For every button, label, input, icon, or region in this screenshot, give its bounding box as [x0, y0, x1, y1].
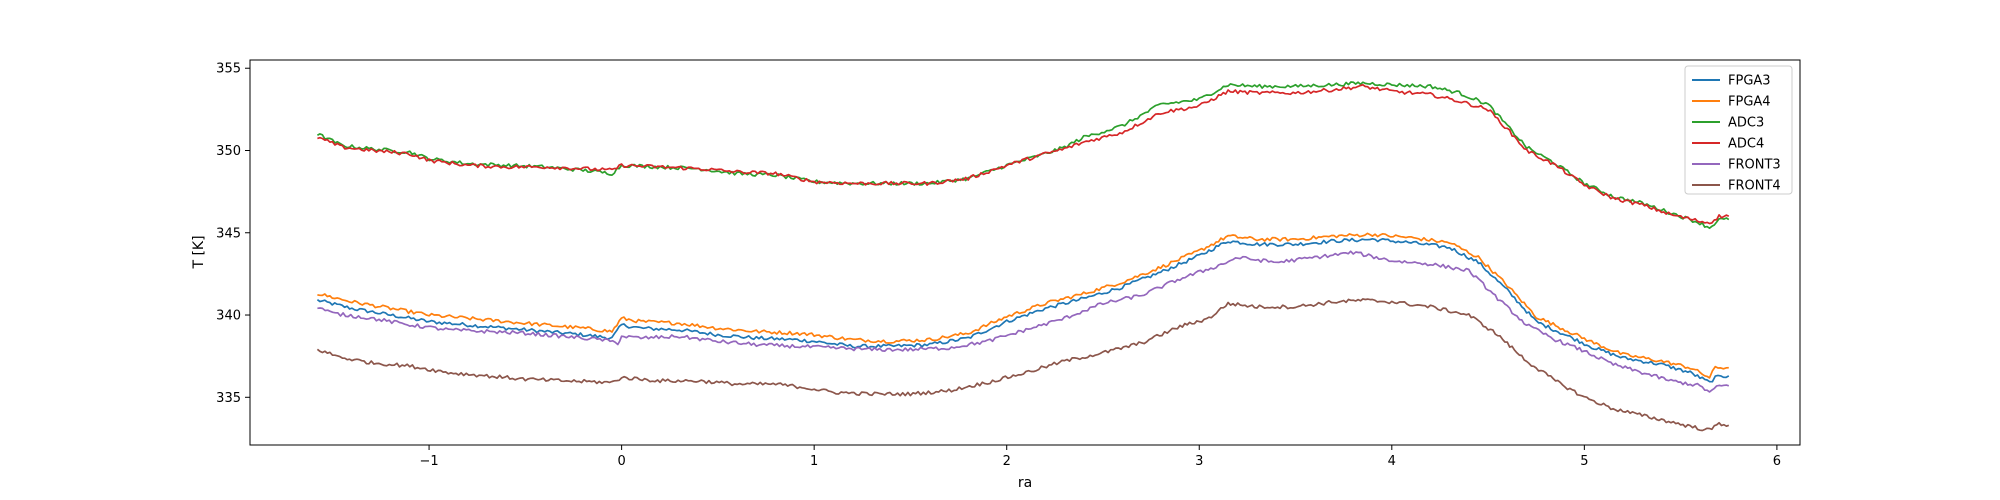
series-line-fpga3	[316, 237, 1730, 383]
y-tick-label: 335	[216, 391, 241, 406]
legend-label: ADC3	[1728, 116, 1764, 131]
x-tick-label: 1	[810, 454, 818, 469]
x-tick-label: 2	[1003, 454, 1011, 469]
legend-label: ADC4	[1728, 137, 1764, 152]
legend-label: FPGA3	[1728, 74, 1771, 89]
y-axis: 335 340 345 350 355	[216, 62, 250, 406]
y-tick-label: 340	[216, 309, 241, 324]
plot-frame	[249, 59, 1801, 446]
x-axis-label: ra	[1018, 475, 1032, 491]
y-tick-label: 355	[216, 62, 241, 77]
x-tick-label: 0	[617, 454, 625, 469]
legend-frame	[1684, 65, 1793, 195]
series-line-fpga4	[317, 232, 1729, 379]
x-tick-label: 5	[1580, 454, 1588, 469]
legend-label: FRONT4	[1728, 179, 1781, 194]
x-axis: −1 0 1 2 3 4 5 6	[419, 445, 1781, 469]
series-line-front4	[316, 298, 1730, 432]
x-tick-label: −1	[419, 454, 438, 469]
series-line-adc4	[317, 83, 1730, 225]
legend-label: FPGA4	[1728, 95, 1771, 110]
y-tick-label: 345	[216, 226, 241, 241]
x-tick-label: 4	[1388, 454, 1396, 469]
series-line-front3	[317, 250, 1730, 393]
legend-label: FRONT3	[1728, 158, 1781, 173]
y-axis-label: T [K]	[191, 235, 207, 269]
series-layer	[316, 81, 1730, 432]
plot-background	[250, 60, 1800, 445]
y-tick-label: 350	[216, 144, 241, 159]
legend: FPGA3 FPGA4 ADC3 ADC4 FRONT3 FRONT4	[1684, 65, 1793, 195]
x-tick-label: 6	[1773, 454, 1781, 469]
x-tick-label: 3	[1195, 454, 1203, 469]
